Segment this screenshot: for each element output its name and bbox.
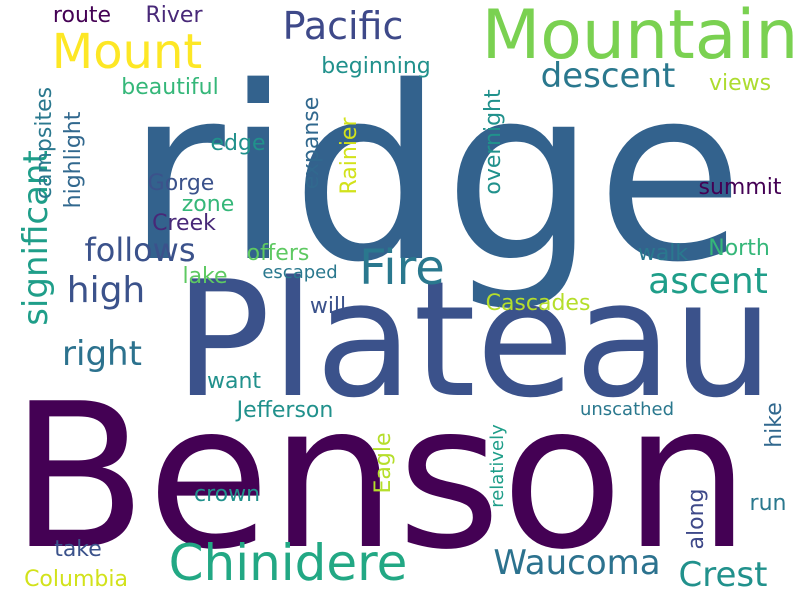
word-plateau: Plateau [174,246,774,433]
word-relatively: relatively [487,424,508,508]
word-descent: descent [540,56,676,96]
word-views: views [708,71,772,96]
word-benson: Benson [9,361,751,594]
word-along: along [684,488,709,550]
word-ascent: ascent [648,261,768,302]
word-overnight: overnight [481,89,506,195]
word-lake: lake [182,264,228,289]
word-zone: zone [181,192,235,217]
word-hike: hike [762,402,787,448]
word-follows: follows [84,231,196,269]
word-highlight: highlight [61,111,86,209]
word-mount: Mount [51,24,203,80]
word-mountain: Mountain [481,0,799,75]
word-jefferson: Jefferson [236,398,334,423]
word-ridge: ridge [126,35,744,315]
word-right: right [62,334,142,374]
word-run: run [749,491,787,516]
word-campsites: campsites [32,86,57,200]
word-crown: crown [193,482,261,507]
word-rainier: Rainier [337,117,362,195]
word-offers: offers [246,241,310,266]
word-will: will [309,294,347,319]
word-creek: Creek [152,211,216,236]
word-edge: edge [210,131,266,156]
word-want: want [206,369,262,394]
word-cascades: Cascades [485,291,591,316]
word-river: River [145,3,203,28]
word-waucoma: Waucoma [493,543,661,583]
word-fire: Fire [359,240,445,296]
word-pacific: Pacific [282,4,404,48]
word-high: high [66,270,146,311]
word-expanse: expanse [299,96,324,190]
word-beginning: beginning [321,54,431,79]
word-walk: walk [637,241,689,266]
word-unscathed: unscathed [579,399,675,420]
word-chinidere: Chinidere [168,534,408,592]
word-escaped: escaped [262,262,338,283]
word-eagle: Eagle [371,432,396,494]
word-gorge: Gorge [147,171,215,196]
word-north: North [708,236,770,261]
word-beautiful: beautiful [121,75,219,100]
word-summit: summit [698,175,782,200]
word-take: take [54,537,102,562]
word-route: route [52,3,112,28]
word-columbia: Columbia [24,567,128,592]
word-crest: Crest [678,555,768,595]
